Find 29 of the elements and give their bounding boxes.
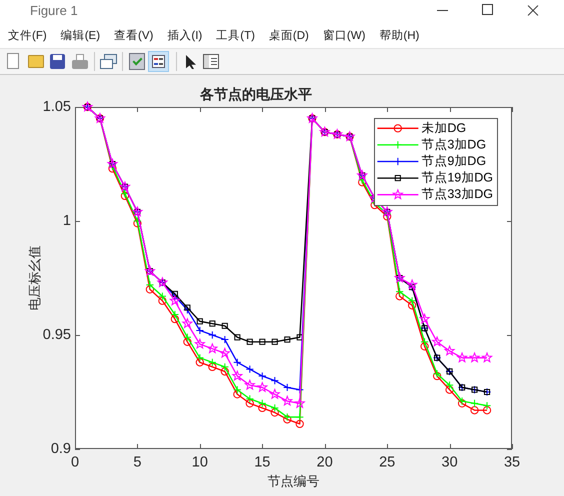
- legend-label: 未加DG: [421, 120, 466, 135]
- chart-title: 各节点的电压水平: [199, 87, 312, 104]
- legend-label: 节点3加DG: [421, 137, 486, 152]
- y-axis-title: 电压标幺值: [27, 246, 42, 310]
- x-tick-label: 25: [379, 454, 396, 471]
- text: 编辑(E): [60, 29, 100, 44]
- text: 查看(V): [114, 29, 154, 44]
- y-tick-label: 1: [62, 213, 71, 229]
- x-tick-label: 20: [316, 454, 333, 471]
- text: 帮助(H): [379, 29, 420, 44]
- text: 文件(F): [8, 29, 47, 44]
- legend-label: 节点9加DG: [421, 154, 486, 168]
- x-tick-label: 10: [192, 454, 208, 471]
- x-axis-title: 节点编号: [268, 473, 320, 488]
- text: 窗口(W): [322, 29, 366, 44]
- x-tick-label: 35: [504, 454, 520, 471]
- caption: Figure 1: [30, 3, 78, 19]
- x-tick-label: 30: [442, 454, 458, 471]
- text: 工具(T): [216, 29, 255, 44]
- y-tick-label: 1.05: [42, 99, 71, 115]
- text: 桌面(D): [268, 29, 309, 44]
- y-tick-label: 0.95: [42, 327, 71, 343]
- legend-label: 节点33加DG: [421, 187, 493, 202]
- legend-label: 节点19加DG: [421, 170, 493, 185]
- x-tick-label: 15: [254, 454, 270, 471]
- x-tick-label: 0: [70, 454, 80, 471]
- y-tick-label: 0.9: [50, 441, 71, 457]
- x-tick-label: 5: [133, 454, 142, 471]
- text: 插入(I): [167, 29, 202, 44]
